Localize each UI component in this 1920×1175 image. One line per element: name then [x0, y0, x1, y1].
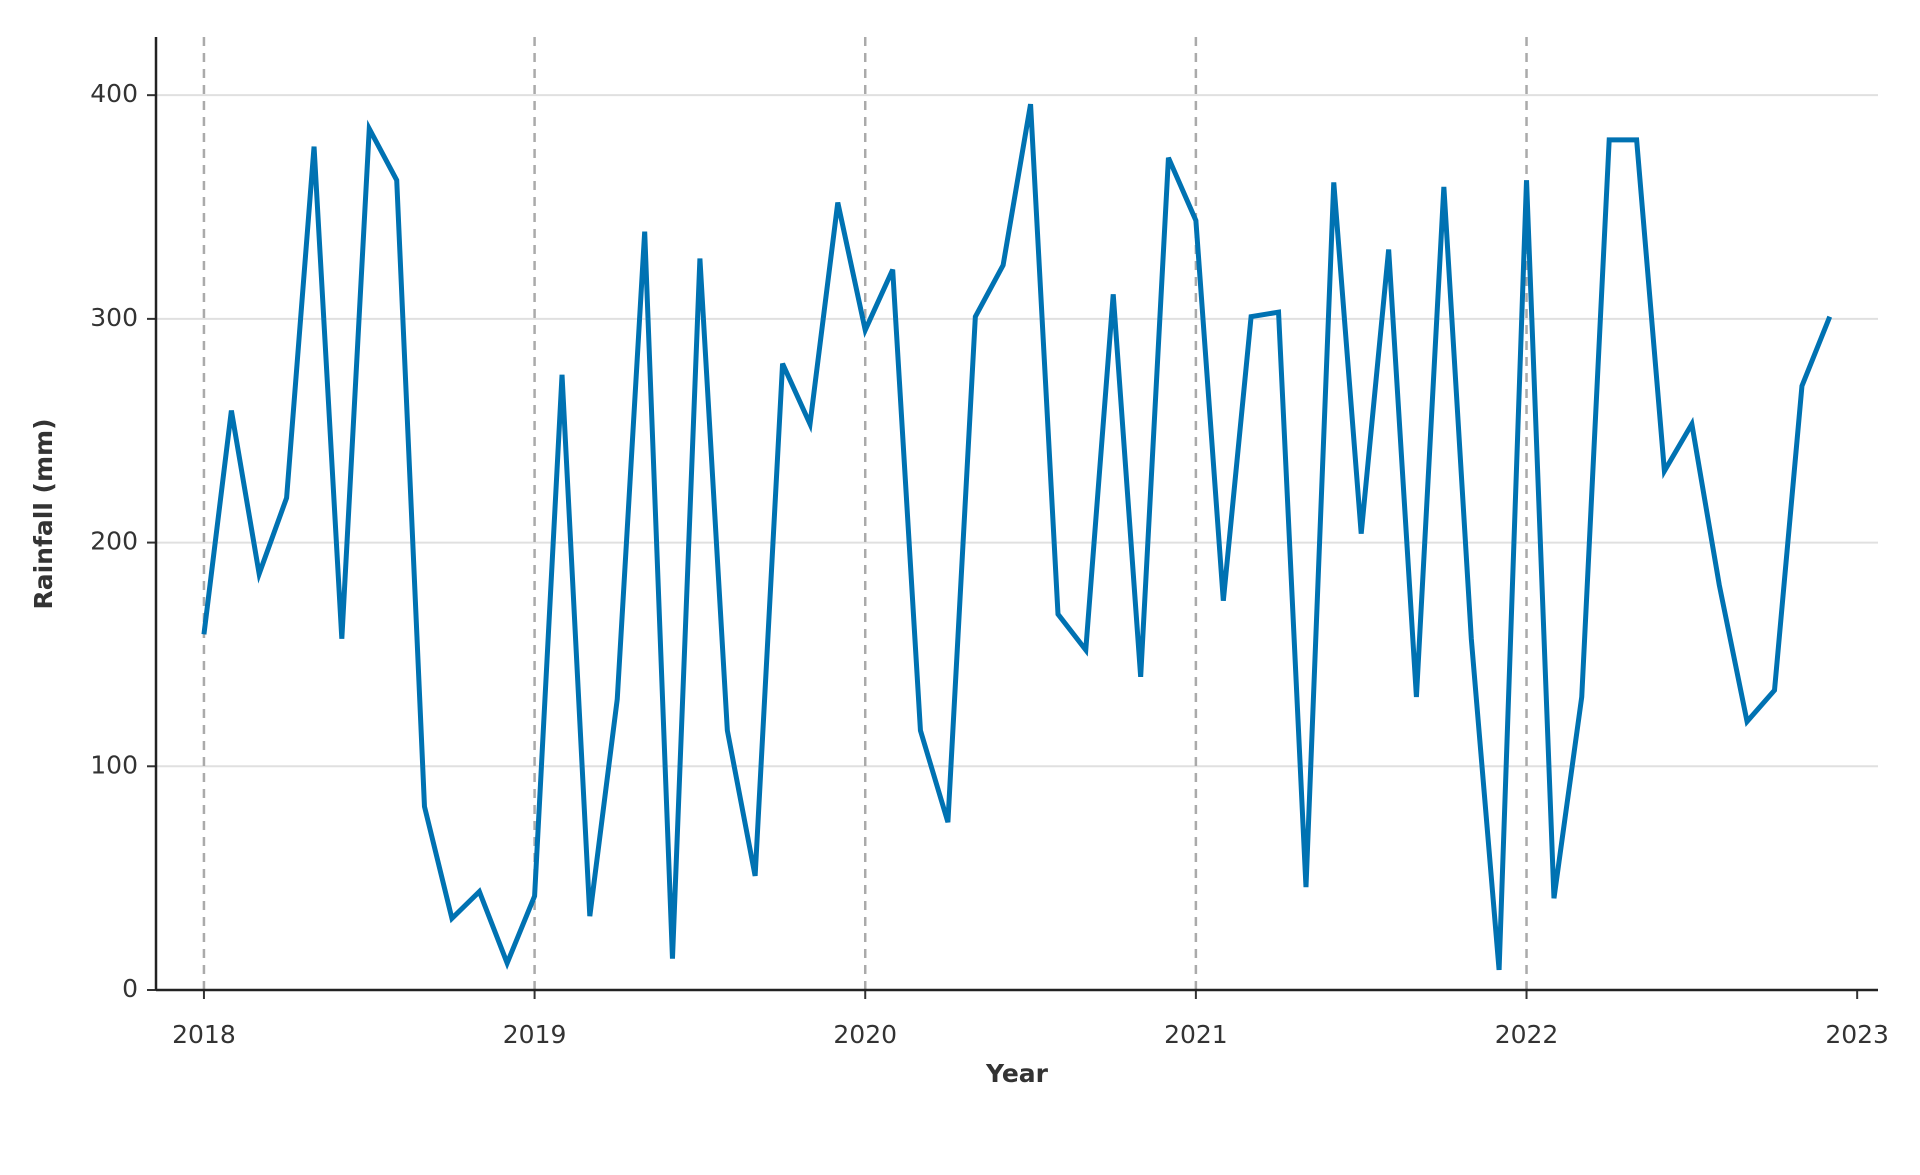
y-tick-label: 0	[122, 974, 138, 1003]
y-tick-label: 400	[90, 79, 138, 108]
x-tick-label: 2023	[1825, 1020, 1889, 1049]
x-tick-label: 2019	[503, 1020, 567, 1049]
x-tick-label: 2022	[1495, 1020, 1559, 1049]
y-tick-label: 100	[90, 750, 138, 779]
x-tick-label: 2018	[172, 1020, 236, 1049]
x-tick-label: 2020	[833, 1020, 897, 1049]
y-tick-label: 300	[90, 303, 138, 332]
y-axis-label: Rainfall (mm)	[29, 418, 58, 609]
y-tick-label: 200	[90, 527, 138, 556]
data-line	[201, 103, 1833, 971]
x-axis-label: Year	[985, 1059, 1049, 1088]
x-tick-label: 2021	[1164, 1020, 1228, 1049]
